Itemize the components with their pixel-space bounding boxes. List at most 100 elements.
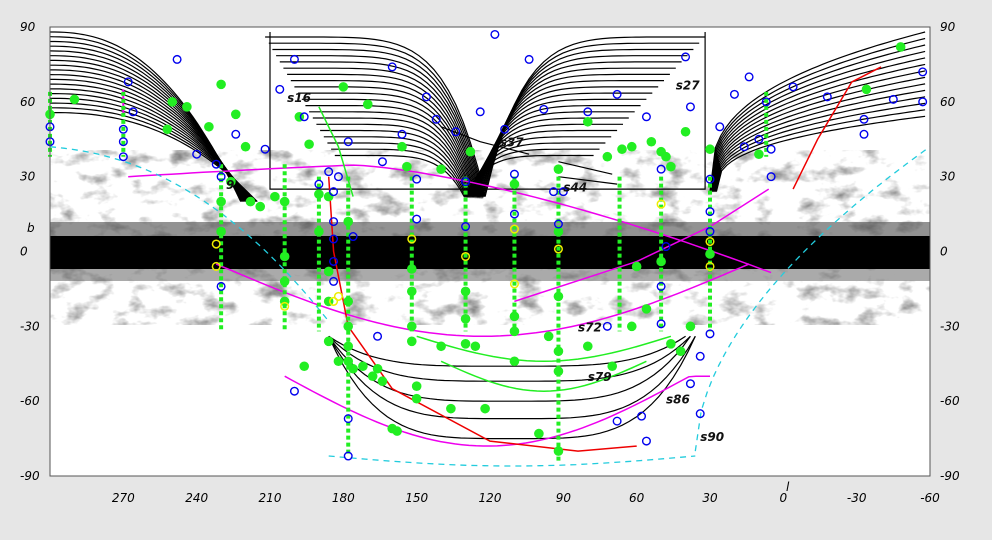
- green-point-79: [685, 321, 696, 332]
- green-point-23: [509, 179, 520, 189]
- blue-point-71: [859, 129, 869, 139]
- y-tick-label-right-6: -60: [940, 394, 960, 408]
- blue-point-67: [766, 172, 776, 182]
- blue-point-41: [509, 169, 519, 179]
- black-curve-right-14: [715, 115, 926, 192]
- x-tick-label-11: -30: [847, 491, 867, 505]
- blue-point-64: [754, 134, 764, 144]
- black-curve-right-12: [714, 102, 926, 192]
- black-curve-south-3: [328, 335, 691, 402]
- blue-point-52: [656, 281, 666, 291]
- series-labels: s16 s27 s37 s44 s72 s79 s86 s90 9: [226, 78, 724, 444]
- blue-point-86: [558, 187, 568, 197]
- blue-point-55: [685, 102, 695, 112]
- x-tick-labels: 270 240 210 180 150 120 90 60 30 0 -30 -60: [112, 491, 940, 505]
- blue-point-58: [705, 227, 715, 237]
- black-curve-middle-6: [283, 67, 676, 199]
- blue-point-78: [637, 411, 647, 421]
- green-point-60: [436, 341, 446, 352]
- black-curve-right-9: [713, 83, 926, 192]
- y-tick-label-left-1: 90: [20, 20, 36, 34]
- x-tick-label-10: 0: [780, 491, 788, 505]
- green-point-69: [553, 291, 564, 302]
- blue-point-50: [656, 164, 666, 174]
- green-point-64: [470, 341, 481, 352]
- green-curve-2: [440, 360, 647, 392]
- black-curve-left-18: [50, 112, 258, 203]
- blue-point-18: [314, 179, 324, 189]
- blue-point-66: [766, 144, 776, 154]
- y-tick-label-right-4: 0: [940, 245, 948, 259]
- blue-point-10: [211, 159, 221, 169]
- blue-point-15: [275, 84, 285, 94]
- blue-point-37: [461, 222, 471, 232]
- blue-point-9: [192, 149, 202, 159]
- blue-point-32: [412, 214, 422, 224]
- blue-point-42: [509, 209, 519, 219]
- blue-point-83: [289, 386, 299, 396]
- green-point-21: [436, 164, 446, 174]
- green-point-27: [617, 144, 627, 155]
- blue-point-12: [216, 281, 226, 291]
- green-point-92: [509, 356, 520, 367]
- black-curve-middle-13: [309, 111, 635, 199]
- x-tick-label-9: 30: [702, 491, 718, 505]
- green-point-82: [705, 249, 715, 259]
- black-curve-right-2: [709, 37, 926, 192]
- blue-point-84: [343, 451, 353, 461]
- series-label-7: s86: [666, 393, 690, 407]
- green-point-25: [582, 116, 593, 127]
- green-point-65: [509, 311, 520, 322]
- green-point-71: [553, 366, 564, 377]
- green-point-37: [895, 42, 906, 52]
- yellow-point-9: [509, 279, 519, 289]
- x-tick-label-8: 60: [629, 491, 645, 505]
- y-tick-label-left-2: 60: [20, 95, 36, 109]
- black-curve-middle-8: [290, 80, 664, 199]
- green-point-41: [279, 196, 290, 207]
- green-point-54: [358, 361, 368, 372]
- black-curve-middle-4: [276, 55, 688, 199]
- y-tick-label-right-1: 90: [940, 20, 956, 34]
- blue-point-65: [761, 97, 771, 107]
- green-point-31: [661, 151, 671, 162]
- black-curve-right-13: [715, 109, 926, 192]
- green-point-90: [446, 403, 456, 414]
- blue-point-56: [705, 174, 715, 184]
- green-point-56: [406, 264, 417, 274]
- green-point-7: [216, 79, 226, 90]
- blue-point-68: [788, 82, 798, 92]
- green-point-26: [602, 151, 613, 162]
- blue-point-47: [583, 107, 593, 117]
- green-point-35: [754, 149, 764, 160]
- blue-point-3: [123, 77, 133, 87]
- blue-point-46: [553, 219, 563, 229]
- blue-point-29: [387, 62, 397, 72]
- blue-point-21: [333, 172, 343, 182]
- y-tick-label-left-3: 30: [20, 170, 36, 184]
- blue-point-43: [524, 54, 534, 64]
- green-point-86: [372, 363, 383, 374]
- blue-point-77: [612, 416, 622, 426]
- blue-point-70: [859, 114, 869, 124]
- green-point-74: [607, 361, 618, 372]
- black-curve-middle-9: [294, 86, 659, 199]
- green-point-14: [304, 139, 314, 150]
- green-point-77: [666, 338, 676, 349]
- blue-point-31: [412, 174, 422, 184]
- blue-point-48: [612, 89, 622, 99]
- black-curve-right-6: [711, 63, 926, 192]
- green-point-84: [333, 356, 344, 367]
- x-tick-label-1: 270: [112, 491, 135, 505]
- green-point-91: [480, 403, 490, 414]
- green-point-52: [343, 341, 354, 352]
- y-tick-label-right-2: 60: [940, 95, 956, 109]
- blue-point-49: [641, 112, 651, 122]
- black-curve-right-7: [712, 70, 926, 192]
- blue-point-33: [421, 92, 431, 102]
- green-point-50: [343, 296, 354, 307]
- y-tick-labels: 90 90 60 60 30 30 0 0 -30 -30 -60 -60 -90 -90: [20, 20, 960, 483]
- blue-point-69: [822, 92, 832, 102]
- x-tick-label-3: 210: [259, 491, 282, 505]
- green-point-3: [162, 124, 173, 135]
